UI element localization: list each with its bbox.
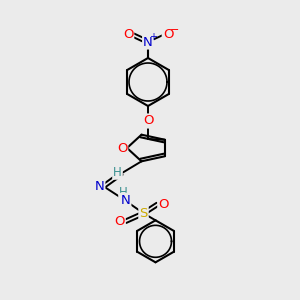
Text: +: + <box>149 32 158 42</box>
Text: O: O <box>158 198 169 211</box>
Text: H: H <box>113 166 122 179</box>
Text: −: − <box>170 25 179 34</box>
Text: O: O <box>114 215 125 228</box>
Text: N: N <box>94 180 104 193</box>
Text: S: S <box>139 207 148 220</box>
Text: O: O <box>143 115 153 128</box>
Text: O: O <box>163 28 173 40</box>
Text: O: O <box>117 142 127 154</box>
Text: N: N <box>143 35 153 49</box>
Text: N: N <box>121 194 130 207</box>
Text: O: O <box>123 28 133 40</box>
Text: H: H <box>119 186 128 199</box>
